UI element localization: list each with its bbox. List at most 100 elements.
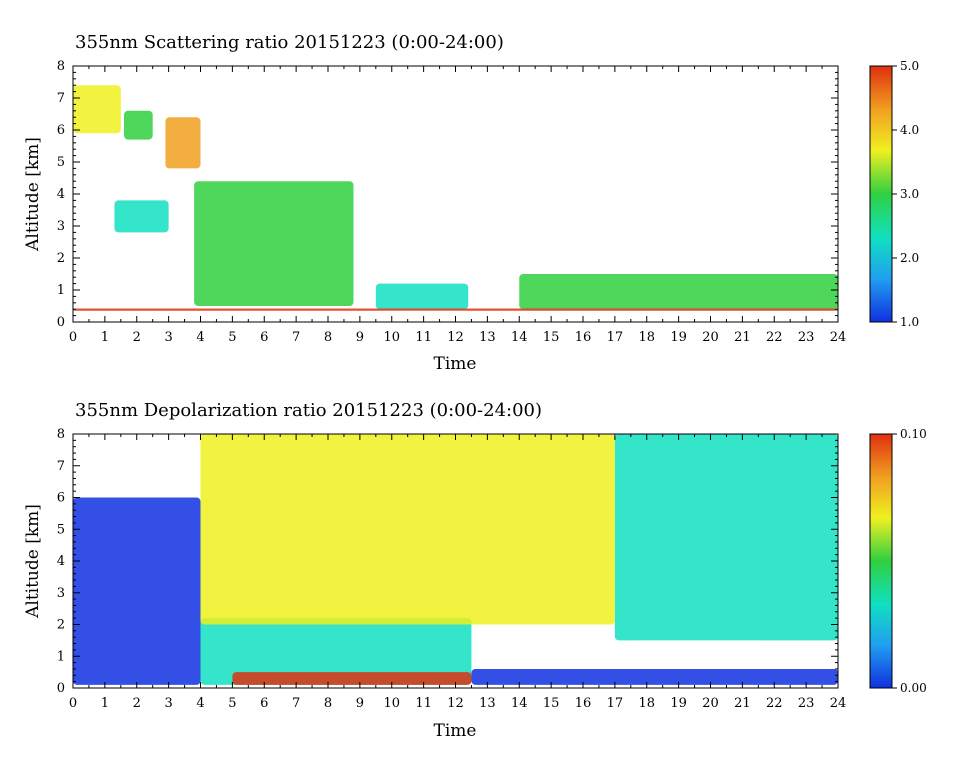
x-tick-label: 12: [447, 330, 464, 345]
x-tick-label: 3: [164, 330, 172, 345]
x-tick-label: 20: [702, 696, 719, 711]
x-tick-label: 13: [479, 330, 496, 345]
y-tick-label: 7: [57, 91, 65, 106]
x-tick-label: 8: [324, 330, 332, 345]
colorbar-tick-label: 0.10: [900, 427, 927, 441]
x-tick-label: 23: [798, 696, 815, 711]
data-region: [471, 668, 838, 685]
x-tick-label: 2: [133, 330, 141, 345]
data-region: [73, 85, 121, 134]
scattering-ratio-x-label: Time: [434, 354, 477, 374]
y-tick-label: 1: [57, 649, 65, 664]
x-tick-label: 14: [511, 696, 528, 711]
depolarization-ratio-x-label: Time: [434, 721, 477, 741]
y-tick-label: 0: [57, 315, 65, 330]
depolarization-ratio-y-label: Altitude [km]: [23, 504, 43, 619]
x-tick-label: 0: [69, 696, 77, 711]
x-tick-label: 4: [196, 696, 204, 711]
y-tick-label: 3: [57, 586, 65, 601]
x-tick-label: 9: [356, 330, 364, 345]
depolarization-ratio-y-ticks: 0 1 2 3 4 5 6 7 8: [57, 427, 838, 696]
depolarization-ratio-title: 355nm Depolarization ratio 20151223 (0:0…: [75, 400, 542, 421]
data-region: [200, 618, 472, 685]
data-region: [375, 283, 469, 310]
x-tick-label: 20: [702, 330, 719, 345]
x-tick-label: 0: [69, 330, 77, 345]
depolarization-ratio-panel: 355nm Depolarization ratio 20151223 (0:0…: [23, 400, 927, 741]
depolarization-ratio-x-ticks: 0 1 2 3 4 5 6 7 8 9 10 11 12 13 14 15 16 17 18 19 20 21 22 23 24: [69, 434, 846, 711]
scattering-ratio-y-label: Altitude [km]: [23, 137, 43, 252]
x-tick-label: 10: [383, 696, 400, 711]
scattering-ratio-panel: 355nm Scattering ratio 20151223 (0:00-24…: [23, 32, 919, 374]
x-tick-label: 16: [575, 330, 592, 345]
colorbar-tick-label: 1.0: [900, 315, 919, 329]
data-region: [73, 497, 201, 685]
colorbar-tick-label: 5.0: [900, 59, 919, 73]
x-tick-label: 1: [101, 330, 109, 345]
data-region: [165, 117, 201, 169]
x-tick-label: 11: [415, 696, 432, 711]
data-region: [124, 110, 153, 140]
y-tick-label: 2: [57, 251, 65, 266]
data-region: [114, 200, 169, 233]
y-tick-label: 3: [57, 219, 65, 234]
depolarization-ratio-field: [73, 434, 838, 685]
scattering-ratio-colorbar-ticks: 1.0 2.0 3.0 4.0 5.0: [892, 59, 919, 329]
y-tick-label: 6: [57, 491, 65, 506]
x-tick-label: 21: [734, 696, 751, 711]
data-region: [614, 434, 838, 641]
x-tick-label: 12: [447, 696, 464, 711]
x-tick-label: 4: [196, 330, 204, 345]
x-tick-label: 2: [133, 696, 141, 711]
x-tick-label: 3: [164, 696, 172, 711]
x-tick-label: 14: [511, 330, 528, 345]
x-tick-label: 19: [670, 330, 687, 345]
x-tick-label: 17: [607, 696, 624, 711]
x-tick-label: 24: [830, 330, 847, 345]
x-tick-label: 11: [415, 330, 432, 345]
x-tick-label: 10: [383, 330, 400, 345]
scattering-ratio-x-ticks: 0 1 2 3 4 5 6 7 8 9 10 11 12 13 14 15 16 17 18 19 20 21 22 23 24: [69, 66, 846, 345]
y-tick-label: 1: [57, 283, 65, 298]
y-tick-label: 7: [57, 459, 65, 474]
depolarization-ratio-colorbar-ticks: 0.00 0.10: [892, 427, 927, 695]
y-tick-label: 4: [57, 554, 65, 569]
x-tick-label: 5: [228, 696, 236, 711]
y-tick-label: 5: [57, 522, 65, 537]
scattering-ratio-colorbar: [869, 65, 893, 323]
data-region: [519, 274, 838, 310]
x-tick-label: 19: [670, 696, 687, 711]
x-tick-label: 7: [292, 330, 300, 345]
y-tick-label: 6: [57, 123, 65, 138]
colorbar-tick-label: 2.0: [900, 251, 919, 265]
scattering-ratio-title: 355nm Scattering ratio 20151223 (0:00-24…: [75, 32, 504, 53]
x-tick-label: 6: [260, 330, 268, 345]
x-tick-label: 5: [228, 330, 236, 345]
x-tick-label: 15: [543, 696, 560, 711]
x-tick-label: 23: [798, 330, 815, 345]
y-tick-label: 8: [57, 427, 65, 442]
x-tick-label: 6: [260, 696, 268, 711]
colorbar-tick-label: 0.00: [900, 681, 927, 695]
data-region: [200, 434, 615, 625]
y-tick-label: 8: [57, 59, 65, 74]
data-region: [194, 181, 354, 306]
scattering-ratio-field: [73, 85, 838, 311]
data-region: [73, 308, 838, 311]
x-tick-label: 18: [638, 696, 655, 711]
x-tick-label: 1: [101, 696, 109, 711]
x-tick-label: 24: [830, 696, 847, 711]
x-tick-label: 18: [638, 330, 655, 345]
x-tick-label: 13: [479, 696, 496, 711]
y-tick-label: 0: [57, 681, 65, 696]
x-tick-label: 16: [575, 696, 592, 711]
x-tick-label: 7: [292, 696, 300, 711]
data-region: [232, 672, 472, 685]
y-tick-label: 5: [57, 155, 65, 170]
colorbar-tick-label: 4.0: [900, 123, 919, 137]
x-tick-label: 22: [766, 696, 783, 711]
x-tick-label: 15: [543, 330, 560, 345]
colorbar-tick-label: 3.0: [900, 187, 919, 201]
depolarization-ratio-colorbar: [869, 433, 893, 689]
